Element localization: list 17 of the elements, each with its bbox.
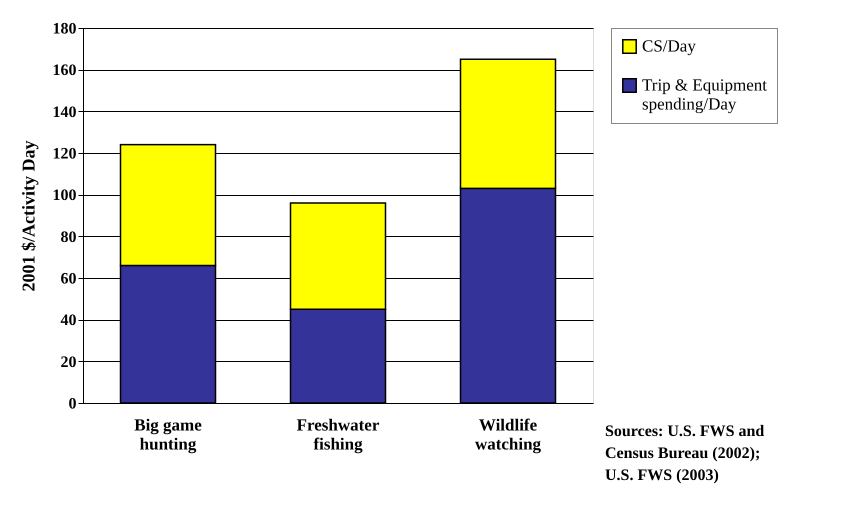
y-tick-label: 0 xyxy=(68,396,76,412)
y-tick-label: 160 xyxy=(52,62,76,80)
y-tick-label: 120 xyxy=(52,146,76,162)
x-tick-label: Big game hunting xyxy=(134,416,202,454)
source-note: Sources: U.S. FWS and Census Bureau (2002); U.S. FWS (2003) xyxy=(605,423,764,484)
x-tick-label: Freshwater fishing xyxy=(296,416,380,454)
y-tick-label: 100 xyxy=(52,187,76,204)
legend-label: CS/Day xyxy=(642,36,696,56)
y-tick-label: 80 xyxy=(60,228,76,246)
legend-label: Trip & Equipment spending/Day xyxy=(642,76,768,114)
y-axis-title: 2001 $/Activity Day xyxy=(18,140,38,292)
y-tick-label: 40 xyxy=(60,312,76,330)
y-tick-label: 60 xyxy=(60,270,76,288)
y-tick-label: 180 xyxy=(52,20,76,38)
x-tick-label: Wildlife watching xyxy=(474,416,542,454)
y-tick-label: 140 xyxy=(52,104,76,121)
y-tick-label: 20 xyxy=(60,354,76,371)
